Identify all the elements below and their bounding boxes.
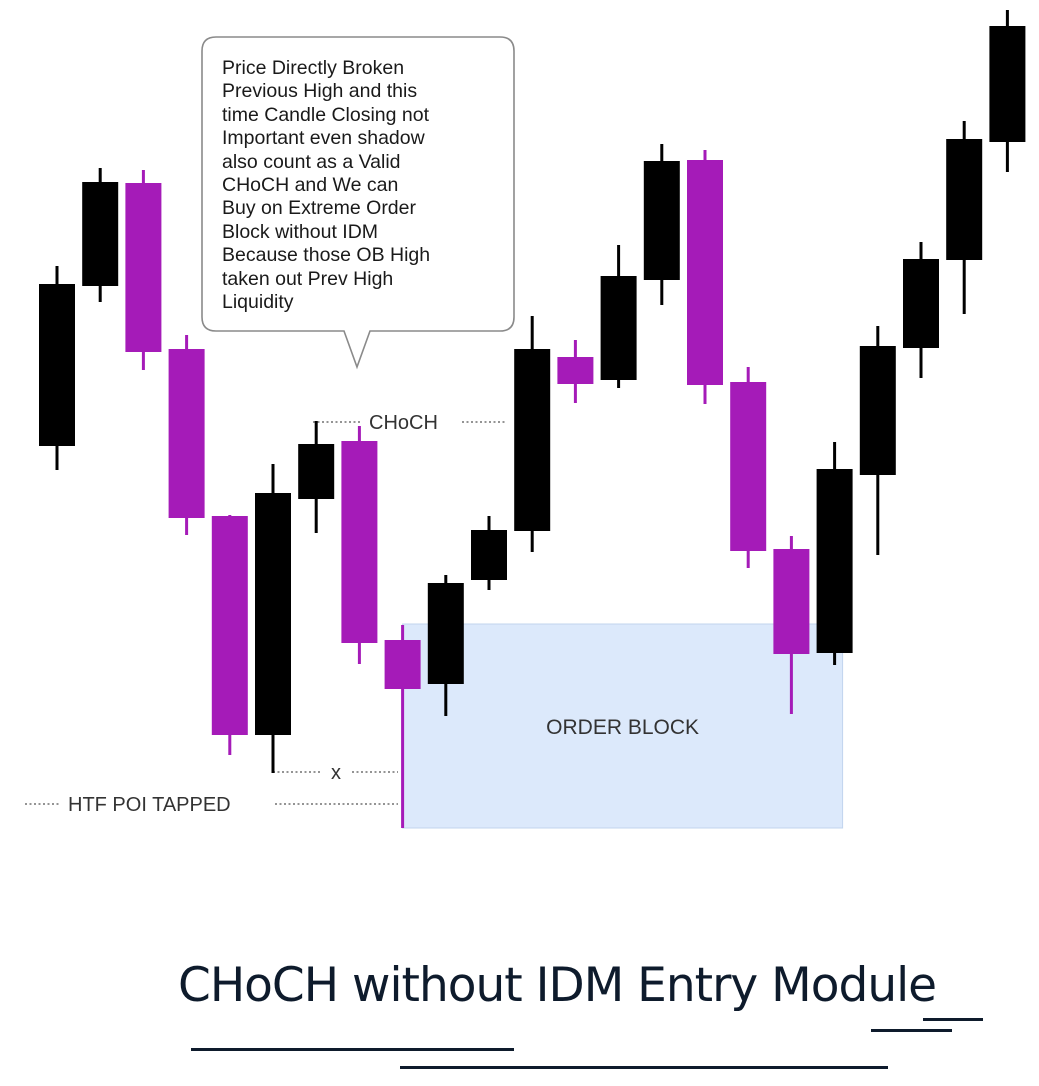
candles-group [39, 10, 1026, 828]
callout-bubble [201, 36, 515, 370]
candle-bullish [39, 284, 75, 446]
callout-text: Price Directly Broken Previous High and … [222, 57, 431, 314]
candle-bullish [989, 26, 1026, 142]
candle-bullish [427, 583, 464, 684]
candlestick-chart: ORDER BLOCK CHoCH x HTF POI TAPPED [25, 10, 1026, 829]
candle-bearish [557, 357, 594, 384]
candle-bearish [341, 441, 378, 643]
candle-bearish [211, 516, 248, 735]
candle-bearish [773, 549, 810, 654]
candle-bullish [298, 444, 335, 499]
order-block-label: ORDER BLOCK [546, 716, 699, 739]
page-title: CHoCH without IDM Entry Module [178, 958, 937, 1013]
candle-bullish [946, 139, 983, 260]
candle-bullish [903, 259, 939, 348]
candle-bullish [82, 182, 119, 286]
htf-poi-label: HTF POI TAPPED [68, 794, 231, 816]
order-block-zone [402, 623, 844, 829]
candle-bullish [643, 161, 680, 280]
x-label: x [331, 762, 341, 784]
candle-bullish [255, 493, 291, 735]
candle-bullish [471, 530, 507, 580]
candle-bearish [730, 382, 767, 551]
title-underline-4 [923, 1018, 983, 1021]
candle-bearish [168, 349, 205, 518]
candle-bearish [384, 640, 421, 689]
title-underline-1 [191, 1048, 514, 1051]
choch-label: CHoCH [369, 412, 438, 434]
candle-bullish [600, 276, 637, 380]
candle-bearish [125, 183, 162, 352]
title-underline-3 [871, 1029, 952, 1032]
title-underline-2 [400, 1066, 888, 1069]
candle-bullish [859, 346, 896, 475]
candle-bullish [514, 349, 551, 531]
candle-bearish [687, 160, 723, 385]
candle-bullish [816, 469, 853, 653]
